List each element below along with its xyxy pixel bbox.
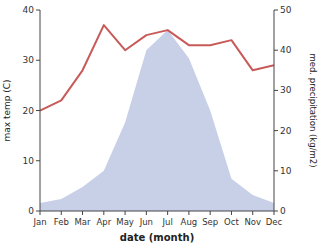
x-tick [82, 211, 83, 215]
y2-tick-label: 20 [280, 126, 292, 136]
x-tick-label: Jan [32, 217, 46, 227]
x-tick [40, 211, 41, 215]
y-tick [36, 211, 40, 212]
x-tick [61, 211, 62, 215]
x-axis-label: date (month) [120, 232, 194, 243]
x-tick [231, 211, 232, 215]
y2-tick [274, 50, 278, 51]
x-tick-label: Oct [224, 217, 239, 227]
plot-area [40, 25, 274, 211]
x-tick [167, 211, 168, 215]
x-tick-label: Sep [202, 217, 218, 227]
x-tick-label: Nov [244, 217, 261, 227]
y-axis-label: max temp (C) [2, 79, 12, 141]
y2-tick [274, 90, 278, 91]
y-tick-label: 10 [23, 156, 35, 166]
x-axis-line [40, 211, 274, 212]
y2-tick-label: 40 [280, 45, 292, 55]
y-tick [36, 160, 40, 161]
x-tick-label: Feb [54, 217, 69, 227]
x-tick [146, 211, 147, 215]
y-tick-label: 0 [28, 206, 34, 216]
y2-tick-label: 0 [280, 206, 286, 216]
y2-tick [274, 211, 278, 212]
x-tick [125, 211, 126, 215]
x-tick-label: Jun [139, 217, 153, 227]
x-tick-label: May [116, 217, 134, 227]
y2-tick-label: 10 [280, 166, 292, 176]
x-tick [274, 211, 275, 215]
temperature-line [40, 25, 274, 110]
y2-axis-label: med. precipitation (kg/m2) [308, 53, 318, 167]
y2-tick-label: 50 [280, 5, 292, 15]
x-tick-label: Mar [75, 217, 92, 227]
chart: 0 10 20 30 40 0 10 20 30 40 50 Jan Feb Mar Apr May Jun Ju… [0, 0, 318, 247]
x-tick-label: Apr [96, 217, 111, 227]
axes: 0 10 20 30 40 0 10 20 30 40 50 Jan Feb Mar Apr May Jun Ju… [23, 5, 292, 227]
y2-tick-label: 30 [280, 85, 292, 95]
x-tick [252, 211, 253, 215]
x-tick [103, 211, 104, 215]
y-tick [36, 60, 40, 61]
y2-tick [274, 10, 278, 11]
x-tick-label: Jul [162, 217, 173, 227]
x-tick-label: Dec [266, 217, 283, 227]
y-tick-label: 40 [23, 5, 35, 15]
y2-tick [274, 130, 278, 131]
y-tick [36, 10, 40, 11]
y-tick-label: 30 [23, 55, 35, 65]
y2-tick [274, 170, 278, 171]
precipitation-area [40, 30, 274, 211]
y-tick-label: 20 [23, 106, 35, 116]
x-tick-label: Aug [181, 217, 198, 227]
x-tick [188, 211, 189, 215]
right-axis-line [274, 10, 275, 211]
y-tick [36, 110, 40, 111]
x-tick [210, 211, 211, 215]
